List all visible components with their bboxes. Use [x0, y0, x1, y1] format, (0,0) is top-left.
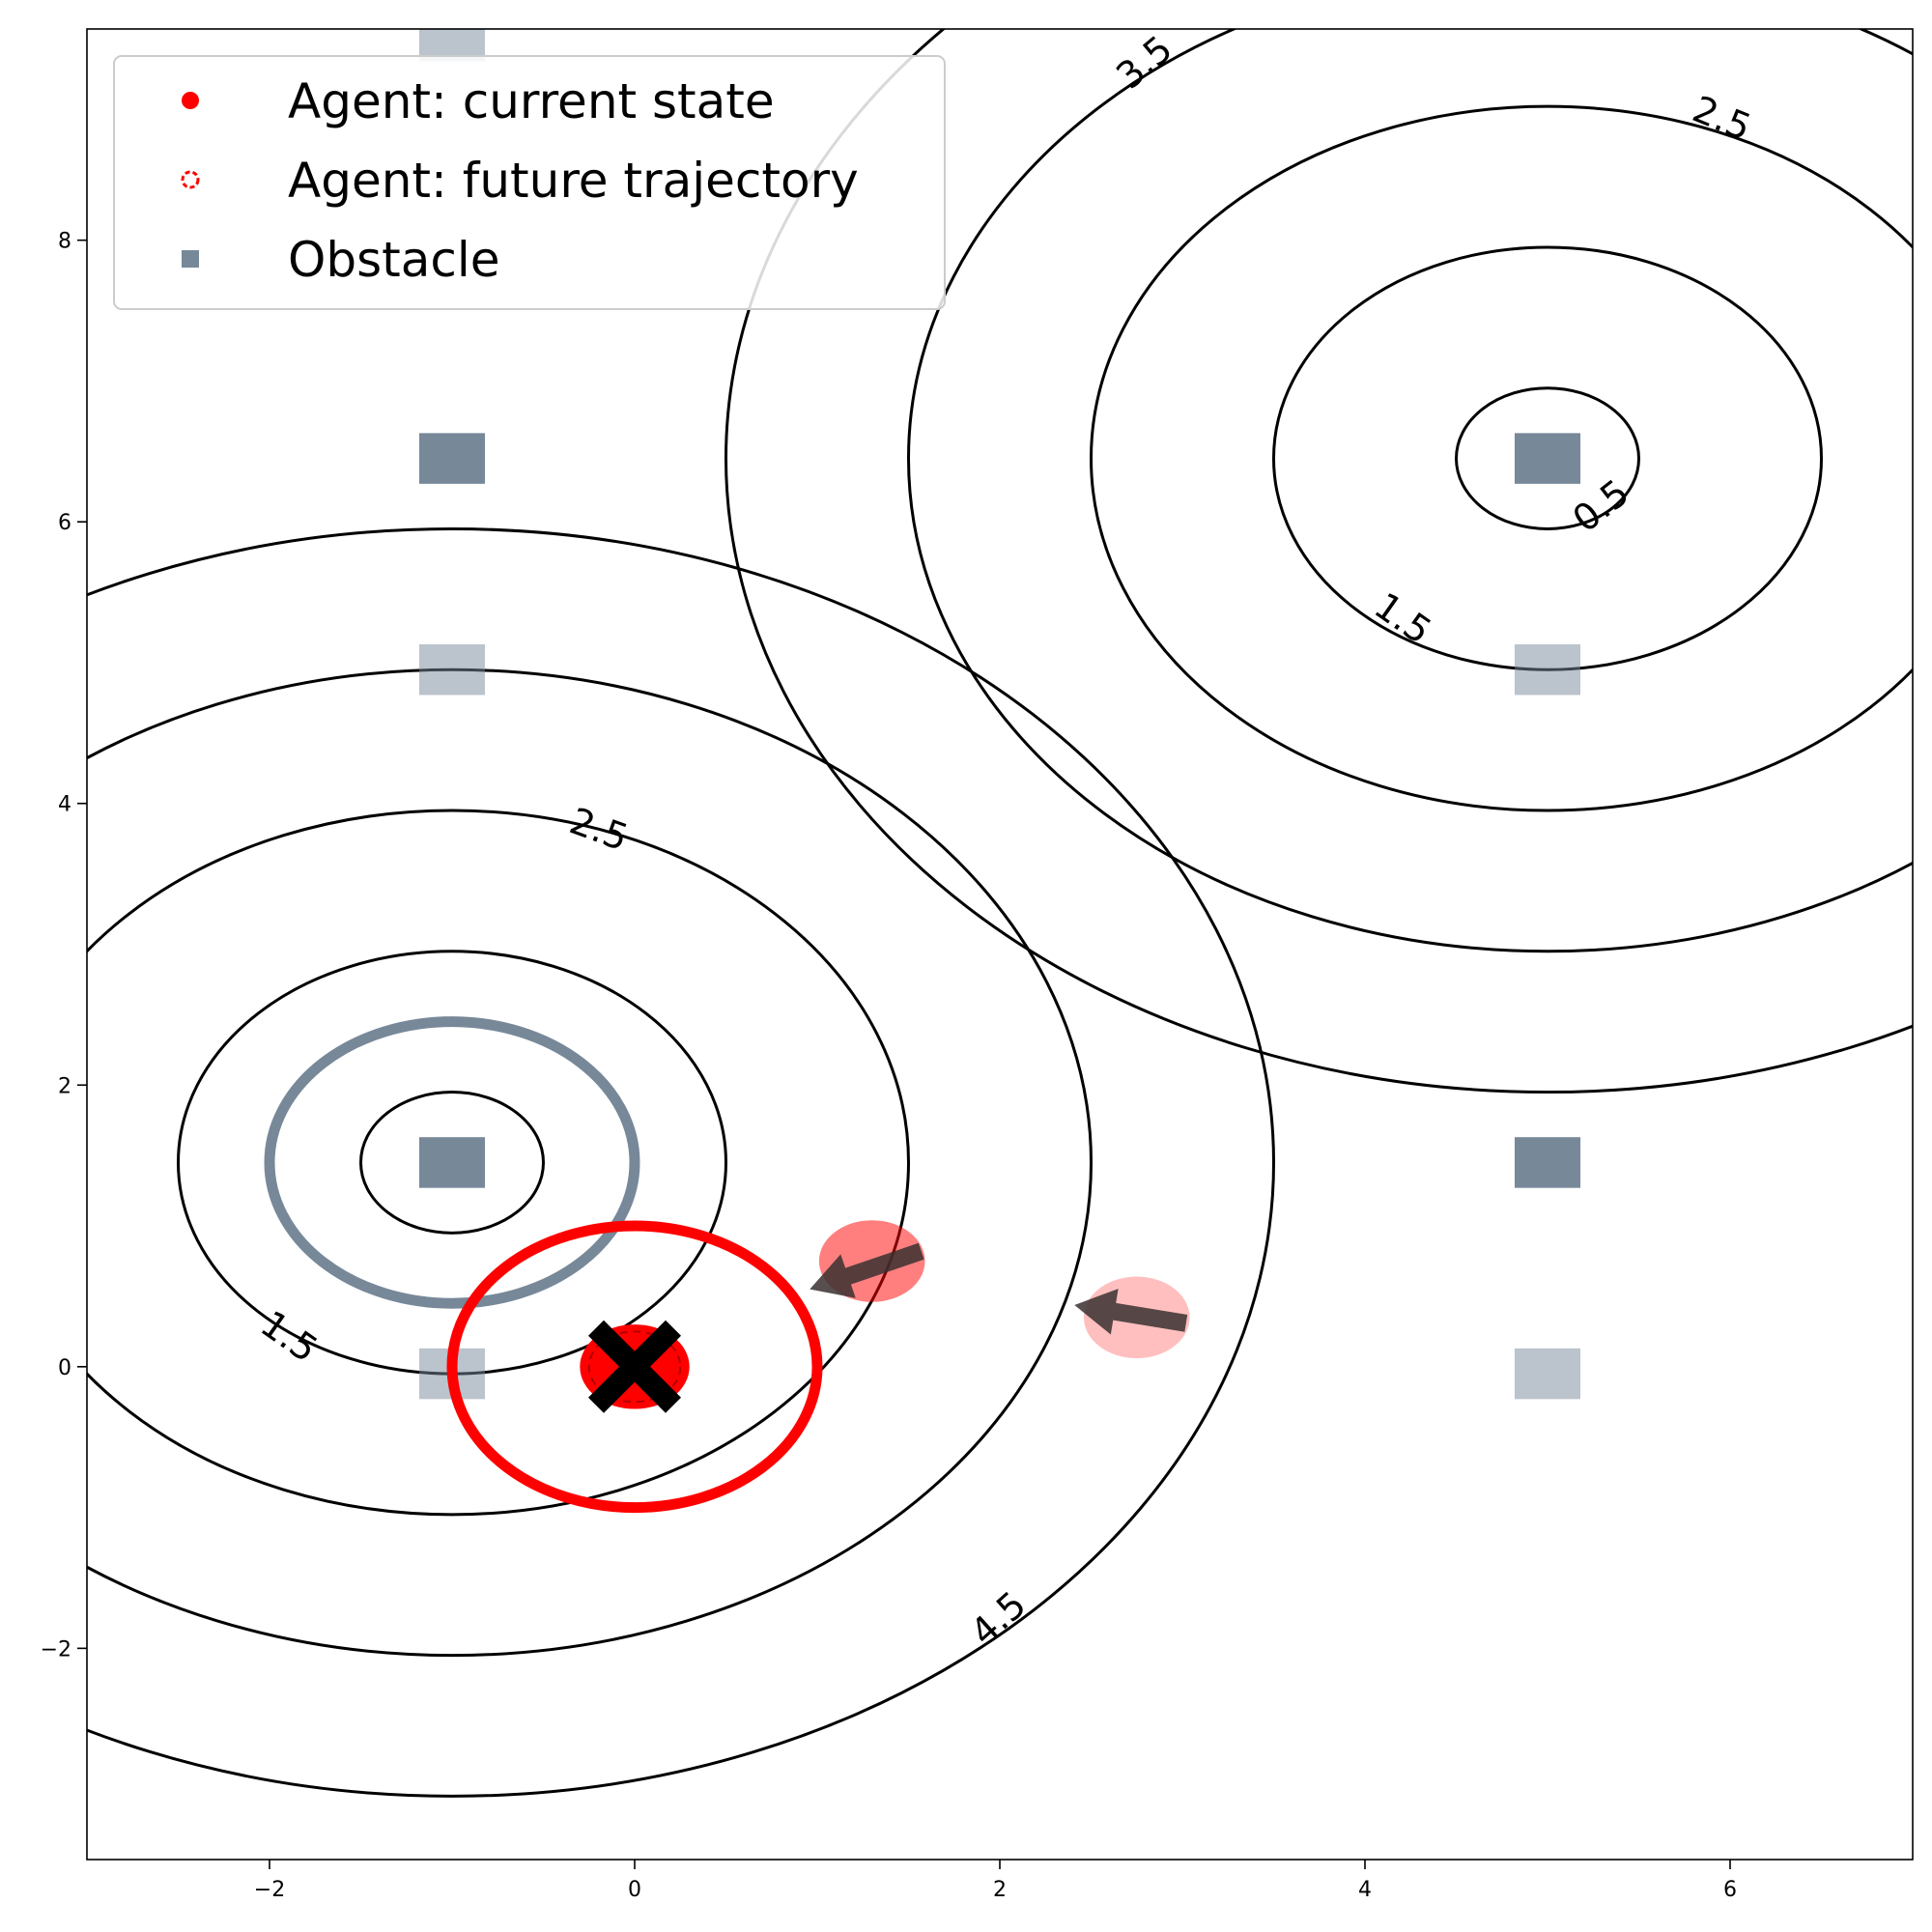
- obstacle-marker: [1514, 1348, 1581, 1400]
- contour-line: [87, 809, 910, 1517]
- y-tick-label: 6: [58, 511, 71, 535]
- legend: Agent: current state Agent: future trajec…: [113, 55, 946, 310]
- obstacle-marker: [418, 433, 486, 484]
- contour-line: [724, 29, 1913, 1094]
- x-tick-label: 6: [1723, 1878, 1737, 1902]
- y-tick-label: 8: [58, 230, 71, 254]
- legend-label: Obstacle: [288, 232, 500, 288]
- legend-current-state-marker: [182, 92, 199, 109]
- agent-trajectory-marker: [587, 1330, 682, 1404]
- heading-arrow: [1074, 1289, 1188, 1335]
- agent-safety-ring: [446, 1220, 823, 1514]
- x-tick-label: −2: [254, 1878, 285, 1902]
- goal-x-marker: [588, 1320, 681, 1413]
- contour-line: [1090, 104, 1913, 812]
- legend-label: Agent: future trajectory: [288, 153, 859, 209]
- obstacle-marker: [418, 644, 486, 696]
- y-tick-label: 2: [58, 1074, 71, 1098]
- obstacle-marker: [1514, 433, 1581, 484]
- x-tick-label: 0: [628, 1878, 641, 1902]
- obstacle-marker: [1514, 644, 1581, 696]
- x-tick-label: 2: [993, 1878, 1007, 1902]
- contour-line: [907, 29, 1913, 953]
- legend-obstacle-marker: [182, 250, 199, 268]
- axes: −2 0 2 4 6 −2 0 2 4 6 8: [41, 230, 1737, 1902]
- contour-line: [87, 527, 1275, 1798]
- heading-arrow: [810, 1242, 924, 1298]
- contour-line: [359, 1091, 545, 1235]
- y-tick-label: 4: [58, 793, 71, 817]
- contour-line: [1455, 386, 1640, 530]
- legend-label: Agent: current state: [288, 73, 775, 129]
- heading-arrow-shape: [810, 1242, 924, 1298]
- obstacle-marker: [1514, 1137, 1581, 1188]
- goal-x-shape: [588, 1320, 681, 1413]
- legend-trajectory-marker: [181, 170, 200, 189]
- y-tick-label: 0: [58, 1356, 71, 1380]
- obstacle-marker: [418, 1137, 486, 1188]
- x-tick-label: 4: [1358, 1878, 1372, 1902]
- heading-arrow-shape: [1074, 1289, 1188, 1335]
- y-tick-label: −2: [41, 1637, 71, 1662]
- legend-box: [113, 55, 946, 310]
- obstacle-ring: [264, 1016, 640, 1309]
